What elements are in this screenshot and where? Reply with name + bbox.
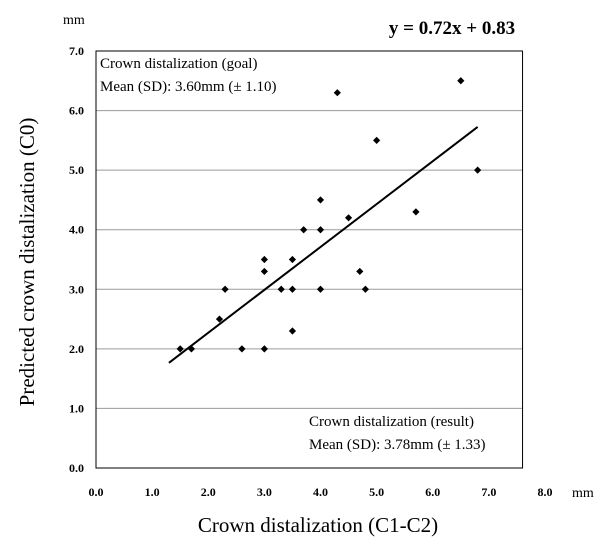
data-points <box>176 77 482 353</box>
x-tick-label: 8.0 <box>538 485 553 499</box>
data-point <box>316 285 325 293</box>
data-point <box>457 77 465 85</box>
x-tick-label: 4.0 <box>313 485 328 499</box>
x-tick-label: 0.0 <box>89 485 104 499</box>
x-tick-label: 7.0 <box>481 485 496 499</box>
data-point <box>333 89 341 97</box>
data-point <box>288 255 297 264</box>
data-point <box>300 226 308 234</box>
x-tick-label: 5.0 <box>369 485 384 499</box>
y-tick-label: 2.0 <box>69 342 84 356</box>
x-tick-label: 6.0 <box>425 485 440 499</box>
data-point <box>356 267 364 276</box>
data-point <box>277 285 285 293</box>
data-point <box>361 285 369 293</box>
data-point <box>187 345 196 353</box>
y-tick-label: 7.0 <box>69 44 84 58</box>
data-point <box>260 267 268 276</box>
x-tick-label: 1.0 <box>145 485 160 499</box>
regression-equation: y = 0.72x + 0.83 <box>389 18 515 39</box>
data-point <box>215 315 224 323</box>
x-axis-title: Crown distalization (C1-C2) <box>198 513 438 537</box>
data-point <box>260 345 268 353</box>
data-point <box>176 345 184 353</box>
y-unit-label: mm <box>63 13 85 28</box>
y-tick-label: 0.0 <box>69 461 84 475</box>
data-point <box>288 285 297 293</box>
goal-annotation-title: Crown distalization (goal) <box>100 56 257 72</box>
y-tick-label: 5.0 <box>69 163 84 177</box>
trend-line <box>168 126 479 364</box>
data-point <box>316 226 325 234</box>
data-point <box>344 214 353 222</box>
data-point <box>412 208 420 216</box>
result-annotation-stat: Mean (SD): 3.78mm (± 1.33) <box>309 437 486 453</box>
y-tick-label: 6.0 <box>69 104 84 118</box>
y-axis-title: Predicted crown distalization (C0) <box>15 118 39 407</box>
x-tick-label: 2.0 <box>201 485 216 499</box>
data-point <box>260 255 268 264</box>
x-unit-label: mm <box>572 486 594 501</box>
y-tick-label: 4.0 <box>69 223 84 237</box>
data-point <box>316 196 325 204</box>
y-tick-label: 3.0 <box>69 282 84 296</box>
data-point <box>373 136 381 144</box>
data-point <box>221 285 229 293</box>
goal-annotation-stat: Mean (SD): 3.60mm (± 1.10) <box>100 79 277 95</box>
result-annotation-title: Crown distalization (result) <box>309 414 474 430</box>
y-tick-labels: 0.0 1.0 2.0 3.0 4.0 5.0 6.0 7.0 <box>69 44 84 475</box>
y-tick-label: 1.0 <box>69 401 84 415</box>
x-tick-labels: 0.0 1.0 2.0 3.0 4.0 5.0 6.0 7.0 8.0 <box>89 485 553 499</box>
gridlines <box>96 110 523 409</box>
data-point <box>474 166 482 174</box>
data-point <box>288 327 297 335</box>
x-tick-label: 3.0 <box>257 485 272 499</box>
plot-frame <box>95 50 524 469</box>
data-point <box>238 345 246 353</box>
